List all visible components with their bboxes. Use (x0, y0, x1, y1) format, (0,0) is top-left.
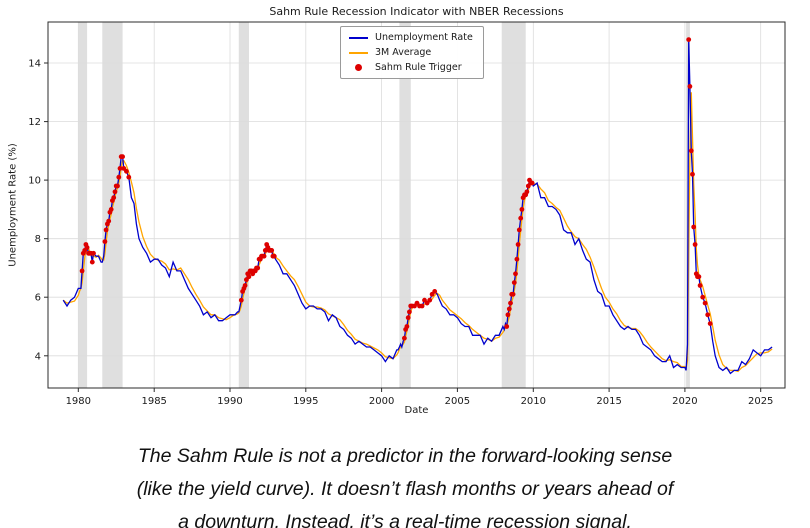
legend-label-unemployment-rate: Unemployment Rate (375, 32, 473, 43)
svg-text:2015: 2015 (596, 396, 621, 407)
svg-text:2020: 2020 (672, 396, 697, 407)
figure: Sahm Rule Recession Indicator with NBER … (7, 5, 786, 416)
legend-item-unemployment-rate: Unemployment Rate (349, 32, 473, 43)
svg-text:1980: 1980 (66, 396, 91, 407)
caption: The Sahm Rule is not a predictor in the … (0, 440, 810, 528)
svg-text:2000: 2000 (369, 396, 394, 407)
sahm-trigger-dot-icon (355, 64, 362, 71)
svg-text:14: 14 (28, 59, 41, 70)
caption-line-1: The Sahm Rule is not a predictor in the … (137, 445, 673, 467)
svg-text:1995: 1995 (293, 396, 318, 407)
caption-line-2: (like the yield curve). It doesn’t flash… (136, 478, 674, 500)
unemployment-line-swatch-icon (349, 36, 368, 39)
avg-line-swatch-icon (349, 51, 368, 54)
svg-text:2025: 2025 (748, 396, 773, 407)
legend-label-sahm-trigger: Sahm Rule Trigger (375, 62, 462, 73)
legend-item-3m-average: 3M Average (349, 47, 473, 58)
svg-text:12: 12 (28, 117, 41, 128)
svg-text:2005: 2005 (445, 396, 470, 407)
svg-text:1990: 1990 (217, 396, 242, 407)
chart-canvas: 1980 1985 1990 1995 2000 2005 2010 2015 2020 2025… (28, 21, 786, 407)
svg-text:10: 10 (28, 176, 41, 187)
svg-text:6: 6 (35, 293, 41, 304)
x-axis-label: Date (404, 405, 429, 416)
svg-text:4: 4 (35, 351, 41, 362)
svg-text:1985: 1985 (141, 396, 166, 407)
legend: Unemployment Rate 3M Average Sahm Rule T… (340, 26, 484, 79)
legend-label-3m-average: 3M Average (375, 47, 432, 58)
caption-line-3: a downturn. Instead, it’s a real-time re… (178, 511, 632, 528)
svg-text:2010: 2010 (521, 396, 546, 407)
chart-title: Sahm Rule Recession Indicator with NBER … (269, 5, 564, 18)
svg-text:8: 8 (35, 234, 41, 245)
legend-item-sahm-trigger: Sahm Rule Trigger (349, 62, 473, 73)
